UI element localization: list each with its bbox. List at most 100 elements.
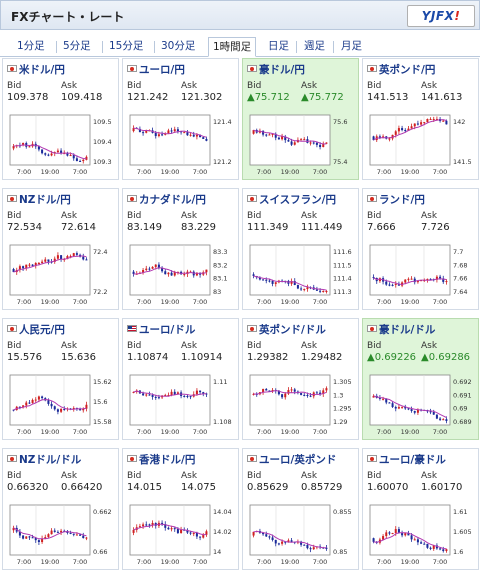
y-tick-label: 109.4	[93, 138, 112, 146]
x-tick-label: 19:00	[281, 428, 300, 436]
candle-body	[290, 389, 293, 391]
candle-body	[180, 529, 183, 533]
pair-name[interactable]: ユーロ/ドル	[139, 324, 196, 336]
rate-card[interactable]: 米ドル/円 Bid Ask 109.378 109.418 109.5 109.4 109.3…	[2, 58, 119, 180]
ask-label: Ask	[421, 211, 438, 221]
moving-average-line	[373, 395, 447, 418]
candle-body	[268, 280, 271, 282]
candle-body	[132, 529, 135, 533]
x-tick-label: 7:00	[377, 298, 392, 306]
flag-icon	[127, 195, 137, 202]
candle-body	[173, 528, 176, 530]
candle-body	[69, 155, 72, 157]
pair-name[interactable]: 豪ドル/ドル	[379, 324, 436, 336]
candle-body	[53, 530, 56, 532]
plot-area	[129, 504, 211, 556]
candle-body	[378, 278, 381, 282]
candle-body	[271, 280, 274, 284]
y-tick-label: 111.3	[333, 288, 352, 296]
tab-monthly[interactable]: 月足	[341, 40, 362, 52]
candle-body	[50, 403, 53, 407]
rate-card[interactable]: 英ポンド/ドル Bid Ask 1.29382 1.29482 1.305 1.3 1.295…	[242, 318, 359, 440]
candle-body	[151, 266, 154, 269]
candle-body	[202, 137, 205, 139]
candle-body	[47, 534, 50, 538]
ask-label: Ask	[181, 341, 198, 351]
pair-name[interactable]: NZドル/円	[19, 194, 71, 206]
candle-body	[325, 291, 328, 292]
rate-card[interactable]: ユーロ/英ポンド Bid Ask 0.85629 0.85729 0.855 0.85 7:0…	[242, 448, 359, 570]
tab-daily[interactable]: 日足	[268, 40, 289, 52]
y-tick-label: 83.1	[213, 275, 227, 283]
x-tick-label: 19:00	[281, 298, 300, 306]
pair-name[interactable]: 英ポンド/ドル	[259, 324, 326, 336]
tab-5min[interactable]: 5分足	[63, 40, 91, 52]
rate-card[interactable]: ランド/円 Bid Ask 7.666 7.726 7.7 7.68 7.66 7.64 7:00…	[362, 188, 479, 310]
mini-chart: 1.61 1.605 1.6 7:00 19:00 7:00	[369, 504, 472, 566]
rate-card[interactable]: ユーロ/ドル Bid Ask 1.10874 1.10914 1.11 1.108 7:00 1…	[122, 318, 239, 440]
candle-body	[271, 133, 274, 135]
bid-label: Bid	[127, 211, 142, 221]
candle-body	[432, 545, 435, 549]
y-tick-label: 72.4	[93, 248, 107, 256]
x-tick-label: 7:00	[377, 168, 392, 176]
candle-body	[157, 134, 160, 137]
rate-card[interactable]: NZドル/円 Bid Ask 72.534 72.614 72.4 72.2 7:00 19:0…	[2, 188, 119, 310]
pair-name[interactable]: ランド/円	[379, 194, 425, 206]
bid-value: 1.29382	[247, 352, 289, 363]
x-tick-label: 19:00	[281, 168, 300, 176]
pair-name[interactable]: 英ポンド/円	[379, 64, 436, 76]
x-tick-label: 7:00	[257, 168, 272, 176]
x-tick-label: 7:00	[17, 558, 32, 566]
rate-card[interactable]: ユーロ/豪ドル Bid Ask 1.60070 1.60170 1.61 1.605 1.6 7…	[362, 448, 479, 570]
tab-1min[interactable]: 1分足	[17, 40, 45, 52]
rate-card[interactable]: スイスフラン/円 Bid Ask 111.349 111.449 111.6 111.5 11…	[242, 188, 359, 310]
flag-emblem	[250, 327, 254, 331]
ask-value: ▲75.772	[301, 92, 344, 103]
pair-name[interactable]: 豪ドル/円	[259, 64, 305, 76]
yjfx-logo[interactable]: YJFX!	[407, 5, 475, 27]
candle-body	[186, 396, 189, 398]
pair-name[interactable]: カナダドル/円	[139, 194, 206, 206]
candle-body	[75, 158, 78, 161]
ask-label: Ask	[421, 81, 438, 91]
pair-name[interactable]: スイスフラン/円	[259, 194, 337, 206]
tab-15min[interactable]: 15分足	[109, 40, 144, 52]
rate-card[interactable]: カナダドル/円 Bid Ask 83.149 83.229 83.3 83.2 83.1 83 7…	[122, 188, 239, 310]
pair-name[interactable]: NZドル/ドル	[19, 454, 82, 466]
pair-name[interactable]: 人民元/円	[19, 324, 65, 336]
pair-name[interactable]: ユーロ/円	[139, 64, 185, 76]
candle-body	[167, 272, 170, 275]
rate-card[interactable]: 人民元/円 Bid Ask 15.576 15.636 15.62 15.6 15.58 7:0…	[2, 318, 119, 440]
candle-body	[176, 271, 179, 273]
moving-average-line	[133, 267, 207, 275]
y-tick-label: 1.6	[453, 548, 463, 556]
rate-card[interactable]: 英ポンド/円 Bid Ask 141.513 141.613 142 141.5 7:00 19…	[362, 58, 479, 180]
candle-body	[132, 391, 135, 393]
rate-card[interactable]: 豪ドル/円 Bid Ask ▲75.712 ▲75.772 75.6 75.4 7:00 19:…	[242, 58, 359, 180]
plot-area	[249, 374, 331, 426]
rate-card[interactable]: NZドル/ドル Bid Ask 0.66320 0.66420 0.662 0.66 7:00…	[2, 448, 119, 570]
candle-body	[397, 128, 400, 132]
moving-average-line	[133, 127, 207, 138]
tab-weekly[interactable]: 週足	[304, 40, 325, 52]
x-tick-label: 7:00	[377, 558, 392, 566]
tab-1hour[interactable]: 1時間足	[208, 37, 257, 57]
pair-name[interactable]: 米ドル/円	[19, 64, 65, 76]
rate-card[interactable]: 香港ドル/円 Bid Ask 14.015 14.075 14.04 14.02 14 7:00…	[122, 448, 239, 570]
candle-body	[252, 130, 255, 134]
x-tick-label: 7:00	[433, 168, 448, 176]
pair-name[interactable]: ユーロ/豪ドル	[379, 454, 446, 466]
y-tick-label: 1.605	[453, 528, 472, 536]
mini-chart: 15.62 15.6 15.58 7:00 19:00 7:00	[9, 374, 112, 436]
candle-body	[79, 160, 82, 162]
y-tick-label: 1.61	[453, 508, 467, 516]
tab-30min[interactable]: 30分足	[161, 40, 196, 52]
candle-body	[432, 412, 435, 415]
pair-name[interactable]: ユーロ/英ポンド	[259, 454, 337, 466]
pair-name[interactable]: 香港ドル/円	[139, 454, 196, 466]
rate-card[interactable]: ユーロ/円 Bid Ask 121.242 121.302 121.4 121.2 7:00 1…	[122, 58, 239, 180]
x-tick-label: 19:00	[161, 428, 180, 436]
candle-body	[262, 130, 265, 135]
rate-card[interactable]: 豪ドル/ドル Bid Ask ▲0.69226 ▲0.69286 0.692 0.691 0.…	[362, 318, 479, 440]
